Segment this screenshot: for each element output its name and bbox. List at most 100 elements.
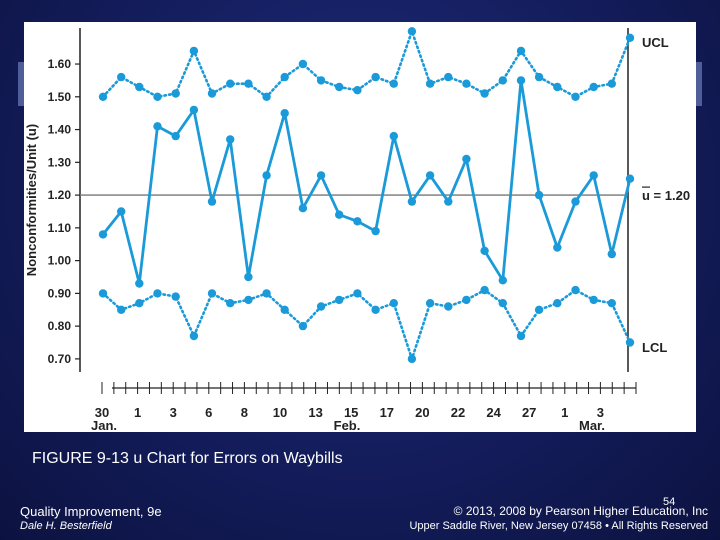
- data-point-ucl: [516, 46, 526, 56]
- data-point-u: [589, 171, 598, 180]
- x-tick-label: 20: [415, 405, 429, 420]
- data-point-lcl: [207, 289, 217, 298]
- data-point-ucl: [607, 79, 616, 88]
- data-point-lcl: [516, 331, 526, 341]
- data-point-ucl: [444, 72, 453, 82]
- data-point-u: [353, 217, 362, 226]
- data-point-u: [280, 109, 289, 118]
- y-tick-label: 1.40: [48, 123, 72, 137]
- data-point-lcl: [407, 354, 417, 364]
- data-point-lcl: [389, 299, 398, 308]
- y-tick-label: 1.50: [48, 90, 72, 104]
- y-tick-label: 1.00: [48, 254, 72, 268]
- chart-panel: 0.70 0.80 0.90 1.00 1.10 1.20 1.30 1.40 1.50 1.60…: [24, 22, 696, 432]
- data-point-ucl: [553, 82, 562, 92]
- x-tick-label: 10: [273, 405, 287, 420]
- x-tick-label: 1: [561, 405, 568, 420]
- data-point-ucl: [335, 82, 344, 92]
- data-point-lcl: [280, 305, 289, 314]
- data-point-lcl: [189, 331, 199, 341]
- data-point-lcl: [425, 299, 435, 308]
- data-point-ucl: [353, 86, 362, 95]
- data-point-lcl: [298, 321, 308, 331]
- data-point-u: [117, 207, 126, 216]
- data-point-u: [625, 174, 635, 183]
- data-point-u: [298, 204, 308, 213]
- y-tick-label: 0.80: [48, 319, 72, 333]
- data-point-lcl: [316, 302, 326, 311]
- data-point-ucl: [480, 89, 489, 98]
- data-point-lcl: [553, 299, 562, 308]
- data-point-lcl: [571, 285, 580, 295]
- u-chart: 0.70 0.80 0.90 1.00 1.10 1.20 1.30 1.40 1.50 1.60…: [24, 27, 690, 432]
- data-point-ucl: [280, 72, 289, 82]
- publisher-address: Upper Saddle River, New Jersey 07458 • A…: [409, 520, 708, 532]
- figure-caption: FIGURE 9-13 u Chart for Errors on Waybil…: [32, 450, 343, 467]
- series-line-ucl: [101, 30, 632, 99]
- data-point-ucl: [534, 72, 544, 82]
- data-point-lcl: [480, 285, 489, 295]
- data-point-lcl: [534, 305, 544, 314]
- data-point-u: [189, 105, 199, 115]
- month-label: Jan.: [91, 418, 117, 432]
- data-point-lcl: [353, 289, 362, 298]
- data-point-u: [444, 197, 453, 206]
- data-point-lcl: [607, 299, 616, 308]
- data-point-lcl: [335, 295, 344, 305]
- y-tick-label: 1.20: [48, 188, 72, 202]
- y-tick-label: 1.10: [48, 221, 72, 235]
- data-point-ucl: [316, 76, 326, 85]
- data-point-ucl: [262, 92, 271, 102]
- data-point-u: [480, 246, 489, 255]
- data-point-u: [135, 279, 144, 288]
- author: Dale H. Besterfield: [20, 520, 112, 532]
- data-point-ucl: [371, 72, 380, 82]
- month-label: Mar.: [579, 418, 605, 432]
- x-tick-label: 27: [522, 405, 536, 420]
- x-tick-label: 17: [380, 405, 394, 420]
- data-point-lcl: [244, 295, 253, 305]
- data-point-lcl: [171, 292, 180, 301]
- data-point-ucl: [171, 89, 180, 98]
- data-point-u: [153, 122, 162, 131]
- y-tick-label: 1.30: [48, 155, 72, 169]
- data-point-u: [244, 272, 253, 282]
- x-tick-label: 13: [308, 405, 322, 420]
- x-tick-label: 1: [134, 405, 141, 420]
- book-title: Quality Improvement, 9e: [20, 504, 162, 519]
- data-point-lcl: [117, 305, 126, 314]
- data-point-u: [335, 210, 344, 219]
- data-point-lcl: [226, 299, 235, 308]
- x-tick-label: 6: [205, 405, 212, 420]
- data-point-ucl: [571, 92, 580, 102]
- data-point-lcl: [498, 299, 507, 308]
- x-tick-label: 3: [170, 405, 177, 420]
- data-point-lcl: [153, 289, 162, 298]
- data-point-u: [98, 230, 108, 239]
- x-tick-label: 8: [241, 405, 248, 420]
- data-point-ucl: [244, 79, 253, 88]
- data-point-ucl: [425, 79, 435, 88]
- data-point-ucl: [498, 76, 507, 85]
- slide-number: 54: [663, 496, 676, 508]
- data-point-u: [316, 171, 326, 180]
- data-point-u: [607, 249, 616, 259]
- data-point-ucl: [153, 92, 162, 102]
- data-point-lcl: [589, 295, 598, 305]
- data-point-ucl: [589, 82, 598, 92]
- y-tick-label: 0.70: [48, 352, 72, 366]
- data-point-lcl: [625, 338, 635, 347]
- data-point-ucl: [189, 46, 199, 56]
- data-point-u: [462, 154, 471, 164]
- data-point-ucl: [98, 92, 108, 102]
- data-point-u: [534, 190, 544, 200]
- x-tick-label: 15: [344, 405, 358, 420]
- lcl-label: LCL: [642, 340, 667, 355]
- data-point-ucl: [135, 82, 144, 92]
- data-point-u: [425, 171, 435, 180]
- data-point-lcl: [262, 289, 271, 298]
- x-tick-label: 3: [597, 405, 604, 420]
- data-point-u: [498, 276, 507, 285]
- data-point-ucl: [226, 79, 235, 88]
- data-point-lcl: [98, 289, 108, 298]
